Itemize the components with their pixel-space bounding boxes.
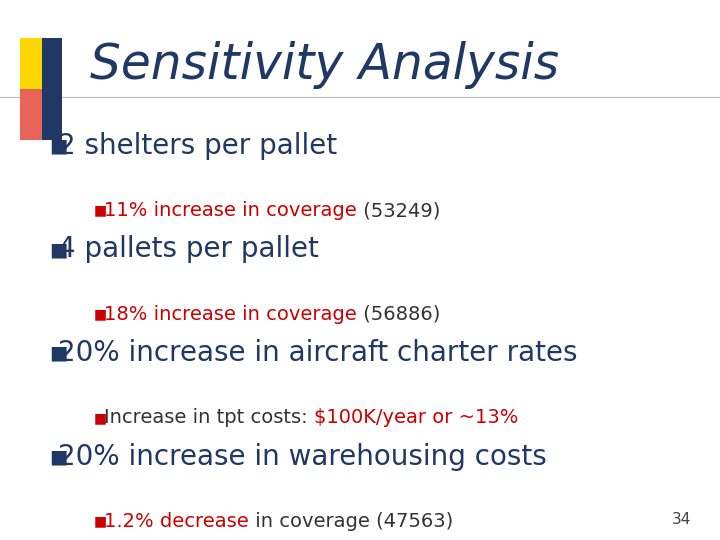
Text: ■: ■ bbox=[49, 447, 68, 467]
Text: 20% increase in aircraft charter rates: 20% increase in aircraft charter rates bbox=[58, 339, 577, 367]
Text: in coverage (47563): in coverage (47563) bbox=[249, 512, 454, 531]
Text: ■: ■ bbox=[49, 136, 68, 156]
Text: ■: ■ bbox=[94, 204, 107, 218]
Text: ■: ■ bbox=[94, 411, 107, 425]
Text: (53249): (53249) bbox=[357, 201, 441, 220]
Text: (56886): (56886) bbox=[357, 305, 441, 324]
Text: Increase in tpt costs:: Increase in tpt costs: bbox=[104, 408, 314, 428]
Text: ■: ■ bbox=[94, 515, 107, 529]
Text: 20% increase in warehousing costs: 20% increase in warehousing costs bbox=[58, 443, 546, 471]
Text: 4 pallets per pallet: 4 pallets per pallet bbox=[58, 235, 318, 264]
Text: 18% increase in coverage: 18% increase in coverage bbox=[104, 305, 357, 324]
Text: $100K/year or ~13%: $100K/year or ~13% bbox=[314, 408, 518, 428]
Text: 11% increase in coverage: 11% increase in coverage bbox=[104, 201, 357, 220]
Text: Sensitivity Analysis: Sensitivity Analysis bbox=[90, 41, 559, 89]
Text: 34: 34 bbox=[672, 511, 691, 526]
Text: ■: ■ bbox=[49, 240, 68, 259]
Text: 1.2% decrease: 1.2% decrease bbox=[104, 512, 249, 531]
Text: ■: ■ bbox=[94, 307, 107, 321]
Text: 2 shelters per pallet: 2 shelters per pallet bbox=[58, 132, 337, 160]
Text: ■: ■ bbox=[49, 343, 68, 363]
